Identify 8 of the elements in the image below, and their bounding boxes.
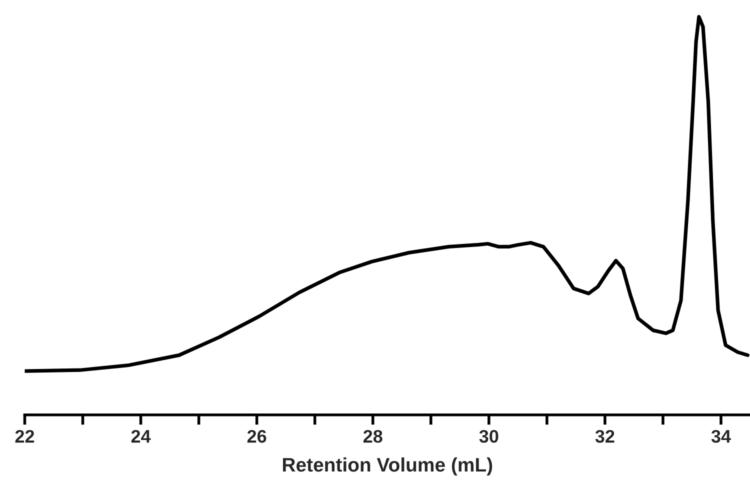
x-axis-title: Retention Volume (mL) <box>282 457 492 476</box>
x-tick-label: 30 <box>479 430 498 443</box>
x-tick-label: 34 <box>711 430 731 443</box>
x-tick-label: 26 <box>247 430 266 443</box>
x-tick-label: 24 <box>131 430 151 443</box>
x-tick-label: 28 <box>363 430 382 443</box>
x-tick-label: 32 <box>595 430 614 443</box>
x-tick-label: 22 <box>15 430 34 443</box>
